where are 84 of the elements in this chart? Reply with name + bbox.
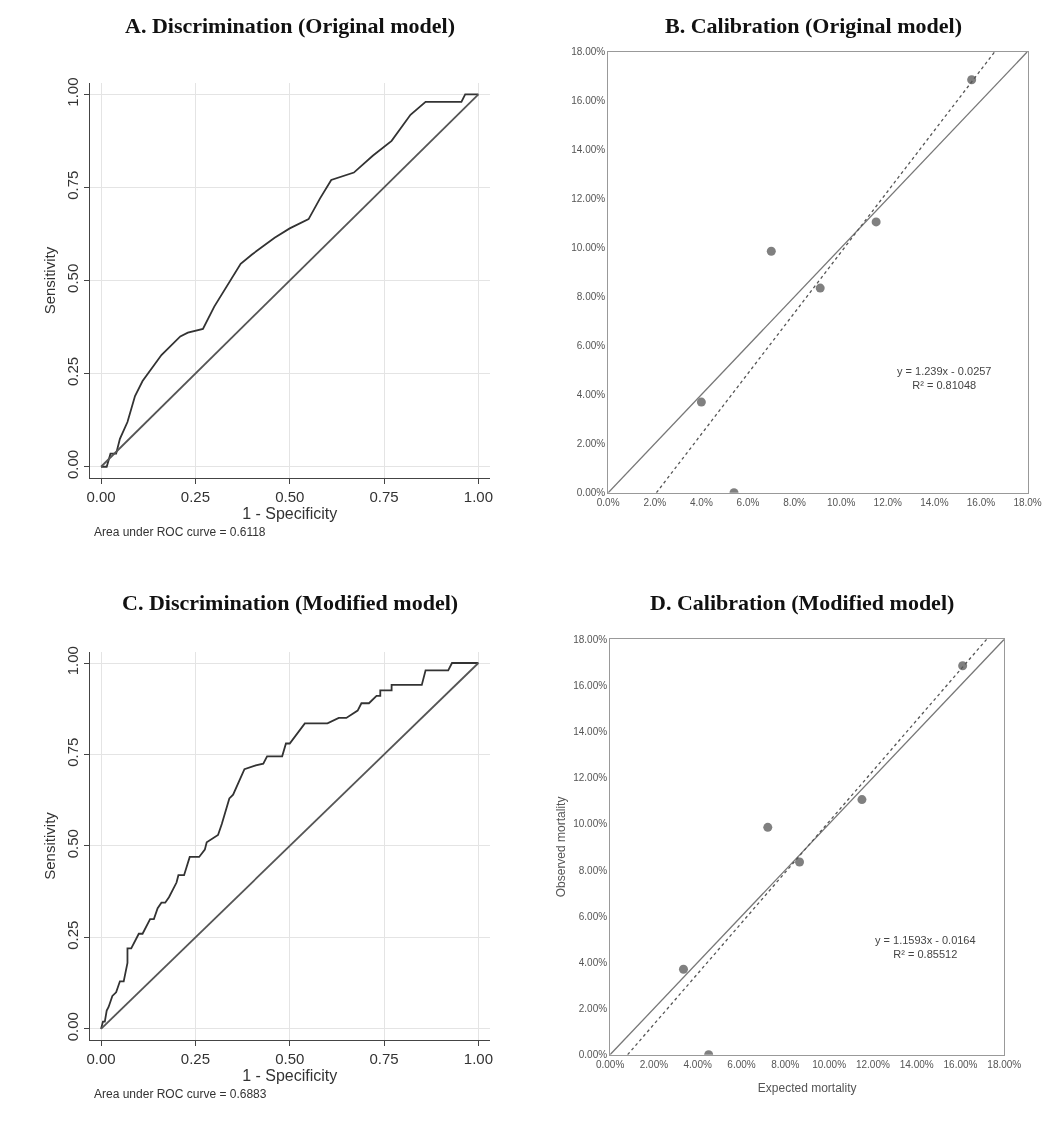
y-tick-label: 8.00% — [578, 864, 608, 876]
x-tick-label: 18.0% — [1013, 496, 1042, 508]
x-tick-label: 1.00 — [463, 487, 494, 505]
y-tick-label: 0.75 — [63, 737, 81, 767]
point — [958, 661, 968, 671]
x-axis-title: 1 - Specificity — [242, 1066, 338, 1084]
line-series — [100, 93, 480, 468]
x-tick-label: 14.0% — [920, 496, 949, 508]
x-axis-title: 1 - Specificity — [242, 504, 338, 522]
point — [967, 75, 977, 85]
x-tick-label: 10.0% — [827, 496, 856, 508]
x-tick-label: 0.50 — [275, 1049, 305, 1067]
x-tick-label: 0.75 — [369, 1049, 399, 1067]
y-tick-label: 18.00% — [573, 633, 608, 645]
chart-title: D. Calibration (Modified model) — [650, 590, 955, 615]
x-tick-label: 4.0% — [689, 496, 713, 508]
y-tick-label: 1.00 — [63, 77, 81, 107]
x-tick-label: 6.00% — [727, 1058, 756, 1070]
x-tick-label: 0.25 — [180, 487, 210, 505]
x-tick-label: 12.00% — [855, 1058, 890, 1070]
x-tick-label: 0.00 — [86, 1049, 116, 1067]
y-tick-label: 10.00% — [573, 818, 608, 830]
annotation: y = 1.1593x - 0.0164 R² = 0.85512 — [875, 934, 976, 961]
y-tick-label: 12.00% — [573, 772, 608, 784]
y-tick-label: 6.00% — [578, 910, 608, 922]
x-tick-label: 1.00 — [463, 1049, 494, 1067]
x-tick-label: 10.00% — [812, 1058, 847, 1070]
y-tick-label: 0.25 — [63, 920, 81, 950]
y-tick-label: 16.00% — [571, 95, 606, 107]
y-tick-label: 2.00% — [576, 438, 606, 450]
y-tick-label: 0.50 — [63, 829, 81, 859]
point — [857, 795, 867, 805]
point — [871, 217, 881, 227]
x-tick-label: 6.0% — [736, 496, 760, 508]
y-tick-label: 18.00% — [571, 46, 606, 58]
x-tick-label: 0.50 — [275, 487, 305, 505]
x-tick-label: 4.00% — [683, 1058, 712, 1070]
y-tick-label: 1.00 — [63, 646, 81, 676]
line-series — [100, 662, 480, 1030]
y-tick-label: 2.00% — [578, 1003, 608, 1015]
y-tick-label: 4.00% — [578, 956, 608, 968]
x-tick-label: 16.00% — [943, 1058, 978, 1070]
x-tick-label: 0.0% — [596, 496, 620, 508]
y-tick-label: 8.00% — [576, 291, 606, 303]
y-tick-label: 14.00% — [571, 144, 606, 156]
y-tick-label: 0.25 — [63, 356, 81, 386]
y-axis-title: Sensitivity — [40, 811, 58, 880]
x-tick-label: 0.00% — [595, 1058, 625, 1070]
x-tick-label: 0.75 — [369, 487, 399, 505]
text: Area under ROC curve = 0.6883 — [94, 1087, 267, 1101]
x-tick-label: 16.0% — [966, 496, 996, 508]
x-tick-label: 0.25 — [180, 1049, 210, 1067]
point — [678, 964, 688, 974]
point — [763, 822, 773, 832]
y-tick-label: 0.75 — [63, 170, 81, 200]
y-tick-label: 0.50 — [63, 263, 81, 293]
y-tick-label: 0.00 — [63, 449, 81, 480]
y-tick-label: 4.00% — [576, 389, 606, 401]
x-tick-label: 2.0% — [643, 496, 667, 508]
x-tick-label: 2.00% — [639, 1058, 669, 1070]
text: Area under ROC curve = 0.6118 — [94, 525, 266, 539]
annotation: y = 1.239x - 0.0257 R² = 0.81048 — [897, 365, 992, 392]
x-tick-label: 8.0% — [783, 496, 807, 508]
y-axis-title: Observed mortality — [554, 796, 569, 898]
point — [696, 397, 706, 407]
y-tick-label: 0.00 — [63, 1012, 81, 1042]
chart-title: A. Discrimination (Original model) — [125, 13, 455, 38]
x-tick-label: 0.00 — [86, 487, 116, 505]
point — [795, 857, 805, 867]
x-axis-title: Expected mortality — [757, 1080, 857, 1095]
y-tick-label: 14.00% — [573, 726, 608, 738]
point — [815, 283, 825, 293]
y-tick-label: 12.00% — [571, 193, 606, 205]
chart-title: B. Calibration (Original model) — [665, 13, 962, 38]
x-tick-label: 18.00% — [987, 1058, 1022, 1070]
y-tick-label: 16.00% — [573, 679, 608, 691]
point — [766, 246, 776, 256]
x-tick-label: 14.00% — [899, 1058, 934, 1070]
x-tick-label: 8.00% — [771, 1058, 800, 1070]
y-axis-title: Sensitivity — [40, 246, 58, 315]
chart-title: C. Discrimination (Modified model) — [122, 590, 459, 615]
y-tick-label: 6.00% — [576, 340, 606, 352]
y-tick-label: 10.00% — [571, 242, 606, 254]
x-tick-label: 12.0% — [873, 496, 903, 508]
